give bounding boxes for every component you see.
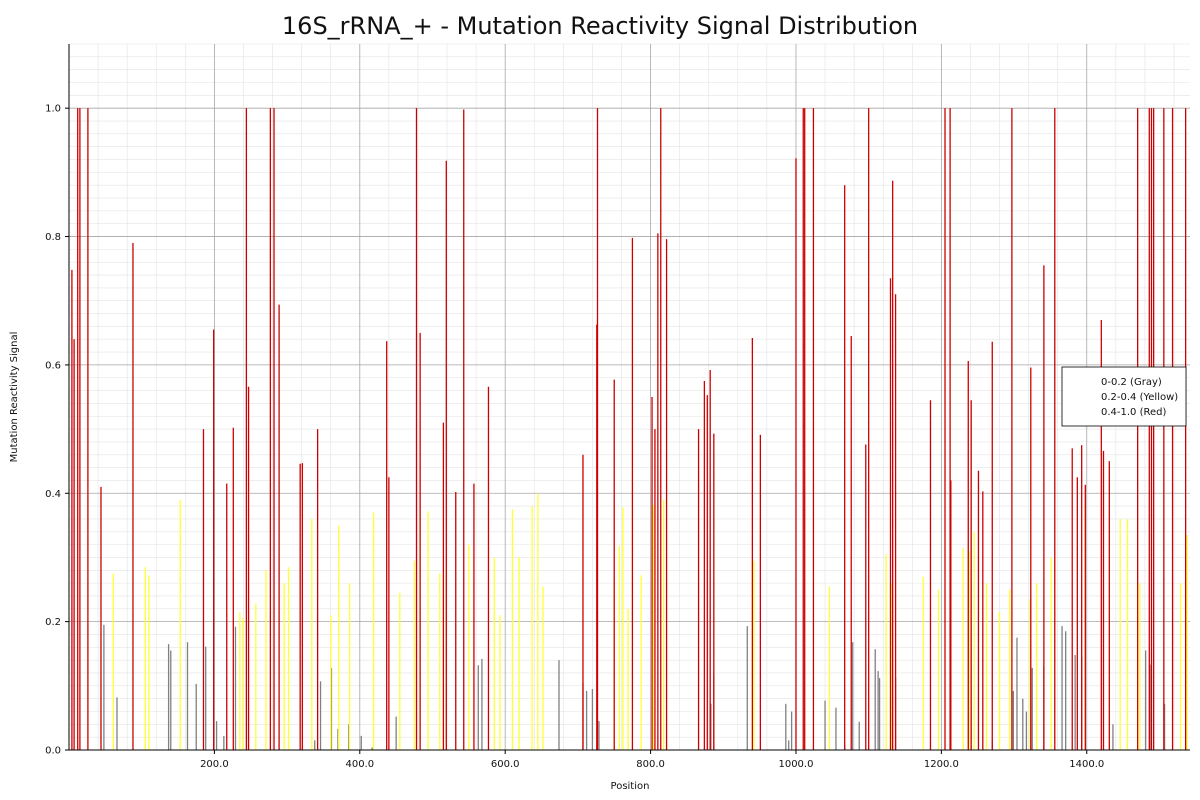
legend-item-yellow: 0.2-0.4 (Yellow) bbox=[1101, 392, 1178, 403]
x-tick-label: 800.0 bbox=[636, 759, 665, 770]
y-tick-label: 0.6 bbox=[45, 360, 61, 371]
y-tick-label: 0.2 bbox=[45, 617, 61, 628]
axes bbox=[68, 44, 1190, 751]
y-axis-label: Mutation Reactivity Signal bbox=[9, 332, 20, 463]
legend-box bbox=[1061, 366, 1187, 427]
y-tick-label: 0.4 bbox=[45, 489, 61, 500]
x-tick-label: 400.0 bbox=[345, 759, 374, 770]
y-tick-label: 1.0 bbox=[45, 104, 61, 115]
x-axis-label: Position bbox=[611, 781, 650, 792]
y-ticks: 0.0 0.2 0.4 0.6 0.8 1.0 bbox=[45, 104, 69, 757]
legend-item-red: 0.4-1.0 (Red) bbox=[1101, 407, 1166, 418]
legend: 0-0.2 (Gray) 0.2-0.4 (Yellow) 0.4-1.0 (R… bbox=[1061, 366, 1187, 427]
data-bars bbox=[71, 108, 1188, 750]
x-tick-label: 1000.0 bbox=[778, 759, 813, 770]
legend-item-gray: 0-0.2 (Gray) bbox=[1101, 377, 1162, 388]
y-tick-label: 0.8 bbox=[45, 232, 61, 243]
x-ticks: 200.0 400.0 600.0 800.0 1000.0 1200.0 1400.0 bbox=[200, 750, 1104, 770]
x-tick-label: 600.0 bbox=[491, 759, 520, 770]
x-tick-label: 1400.0 bbox=[1069, 759, 1104, 770]
chart-title: 16S_rRNA_+ - Mutation Reactivity Signal … bbox=[282, 12, 918, 40]
x-tick-label: 1200.0 bbox=[924, 759, 959, 770]
y-tick-label: 0.0 bbox=[45, 746, 61, 757]
x-tick-label: 200.0 bbox=[200, 759, 229, 770]
grid-lines bbox=[69, 43, 1190, 750]
